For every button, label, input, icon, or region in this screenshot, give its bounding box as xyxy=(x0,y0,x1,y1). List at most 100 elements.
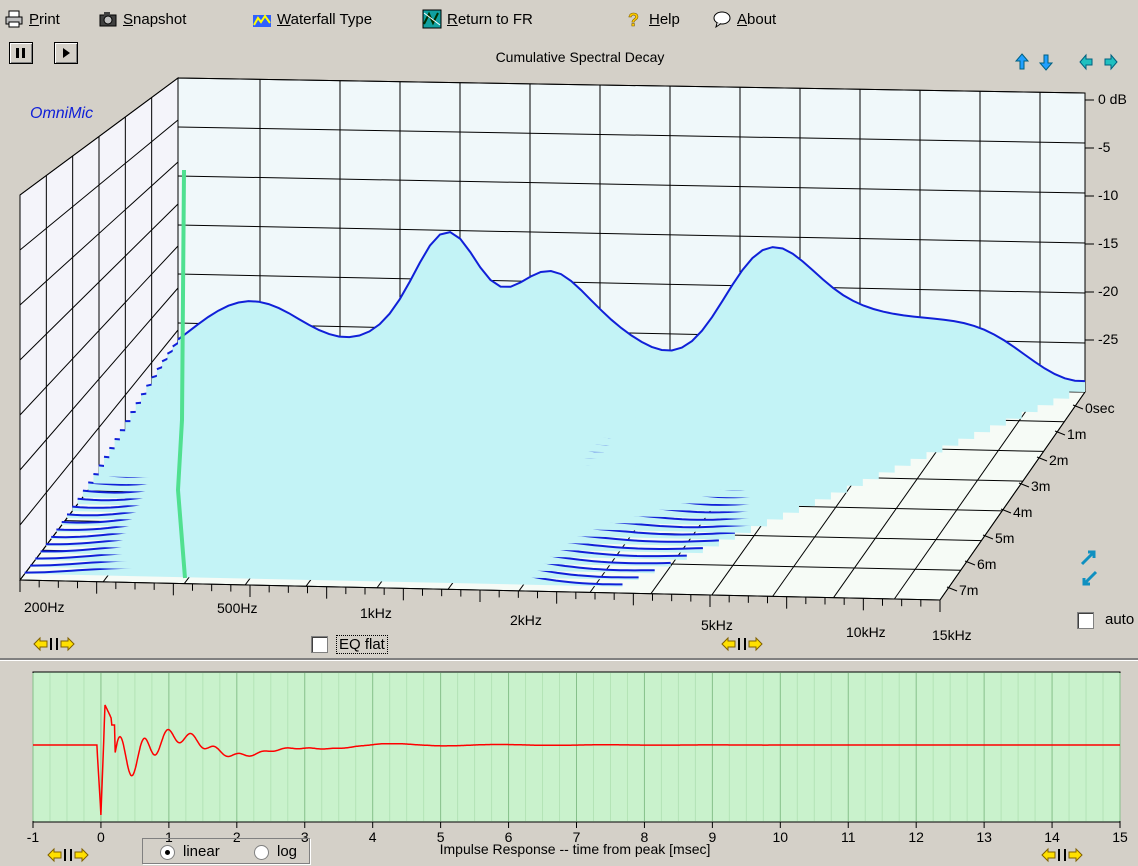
floor-grid-line xyxy=(939,391,1086,601)
linear-radio[interactable] xyxy=(160,845,175,860)
view-arrows xyxy=(1014,53,1118,71)
time-tick-label: 5m xyxy=(995,530,1014,546)
auto-checkbox[interactable] xyxy=(1077,612,1094,629)
decay-slice-fill xyxy=(98,399,847,493)
eq-flat-label: EQ flat xyxy=(336,635,388,654)
impulse-tick-label: 4 xyxy=(369,829,377,845)
time-tick-mark xyxy=(1036,456,1048,462)
floor-grid-line xyxy=(102,373,261,583)
help-button[interactable]: ? Help xyxy=(624,8,680,30)
impulse-tick-label: 6 xyxy=(505,829,513,845)
floor-grid-line xyxy=(650,385,801,595)
impulse-tick-label: 2 xyxy=(233,829,241,845)
decay-slice-fill xyxy=(162,283,1038,413)
scale-mode-group xyxy=(142,838,310,864)
snapshot-label: Snapshot xyxy=(123,10,187,28)
zoom-out-icon[interactable] xyxy=(1082,570,1098,586)
decay-slice-fill xyxy=(30,502,639,581)
floor-grid-line xyxy=(110,460,1023,482)
decay-slice-line xyxy=(140,333,975,427)
left-grid-line xyxy=(19,371,179,581)
decay-slice-line xyxy=(72,436,768,521)
floor-grid-line xyxy=(518,382,671,592)
freq-tick-label: 2kHz xyxy=(510,612,542,628)
impulse-tick-label: 0 xyxy=(97,829,105,845)
db-tick-label: -20 xyxy=(1098,283,1118,299)
impulse-tick-label: 14 xyxy=(1044,829,1060,845)
eq-flat-checkbox[interactable] xyxy=(311,636,328,653)
floor-grid-line xyxy=(711,386,861,596)
print-button[interactable]: Print xyxy=(4,8,60,30)
impulse-tick-label: 9 xyxy=(708,829,716,845)
omnimic-watermark: OmniMic xyxy=(30,105,93,122)
floor-grid-line xyxy=(833,389,981,598)
decay-slice-line xyxy=(82,421,799,506)
decay-slice-fill xyxy=(130,352,943,453)
play-button[interactable] xyxy=(54,42,78,64)
freq-tick-label: 1kHz xyxy=(360,605,392,621)
decay-slice-fill xyxy=(61,453,735,540)
speech-bubble-icon xyxy=(713,11,731,29)
freq-shift-arrows-left[interactable] xyxy=(32,634,76,654)
db-tick-label: 0 dB xyxy=(1098,91,1127,107)
waterfall-type-button[interactable]: Waterfall Type xyxy=(252,8,372,30)
freq-tick-label: 15kHz xyxy=(932,627,972,643)
db-tick-label: -5 xyxy=(1098,139,1111,155)
decay-slice-fill xyxy=(109,384,879,480)
impulse-tick-label: 12 xyxy=(908,829,924,845)
left-grid-line xyxy=(19,329,179,526)
decay-slice-fill xyxy=(104,392,863,487)
decay-slice-fill xyxy=(77,429,784,520)
time-shift-arrows-left[interactable] xyxy=(46,846,90,866)
floor-grid-line xyxy=(19,371,179,581)
time-shift-arrows-right[interactable] xyxy=(1040,846,1084,866)
back-grid-line xyxy=(177,371,1086,393)
time-tick-mark xyxy=(946,586,958,592)
left-grid-line xyxy=(19,119,179,251)
arrow-up-icon[interactable] xyxy=(1014,53,1030,70)
decay-slice-line xyxy=(45,476,687,558)
decay-slice-fill xyxy=(151,311,1006,426)
db-tick-label: -10 xyxy=(1098,187,1118,203)
decay-slice-line xyxy=(156,297,1023,410)
decay-slice-line xyxy=(93,406,831,491)
decay-slice-fill xyxy=(45,477,687,560)
decay-slice-fill xyxy=(167,268,1054,406)
about-button[interactable]: About xyxy=(712,8,776,30)
svg-text:?: ? xyxy=(628,10,639,29)
return-to-fr-button[interactable]: Return to FR xyxy=(422,8,533,30)
arrow-down-icon[interactable] xyxy=(1038,54,1054,71)
db-tick-label: -15 xyxy=(1098,235,1118,251)
db-axis: 0 dB -5 -10 -15 -20 -25 xyxy=(1085,91,1127,347)
decay-slice-line xyxy=(24,510,623,586)
decay-slices xyxy=(24,231,1086,587)
decay-slice-fill xyxy=(114,376,895,473)
impulse-tick-label: 8 xyxy=(641,829,649,845)
floor-grid-line xyxy=(244,376,401,586)
rotate-right-icon[interactable] xyxy=(1104,53,1118,71)
back-grid-line xyxy=(177,224,1086,244)
decay-slice-line xyxy=(77,428,784,514)
freq-shift-arrows-right[interactable] xyxy=(720,634,764,654)
decay-slice-line xyxy=(35,493,655,572)
waterfall-icon xyxy=(253,14,271,27)
impulse-tick-label: 1 xyxy=(165,829,173,845)
return-to-fr-label: Return to FR xyxy=(447,10,533,28)
printer-icon xyxy=(5,10,23,28)
left-grid-line xyxy=(19,287,179,471)
impulse-tick-label: 11 xyxy=(841,829,856,845)
decay-slice-line xyxy=(56,460,719,543)
rotate-left-icon[interactable] xyxy=(1079,53,1093,71)
impulse-tick-label: 13 xyxy=(976,829,992,845)
zoom-in-icon[interactable] xyxy=(1080,550,1096,566)
linear-label: linear xyxy=(183,843,220,860)
snapshot-button[interactable]: Snapshot xyxy=(98,8,186,30)
pause-button[interactable] xyxy=(9,42,33,64)
decay-slice-line xyxy=(130,351,943,439)
decay-slice-fill xyxy=(172,250,1070,399)
impulse-tick-label: -1 xyxy=(27,829,40,845)
back-grid-line xyxy=(177,126,1086,144)
impulse-tick-label: 3 xyxy=(301,829,309,845)
floor-grid-line xyxy=(589,384,741,593)
log-radio[interactable] xyxy=(254,845,269,860)
